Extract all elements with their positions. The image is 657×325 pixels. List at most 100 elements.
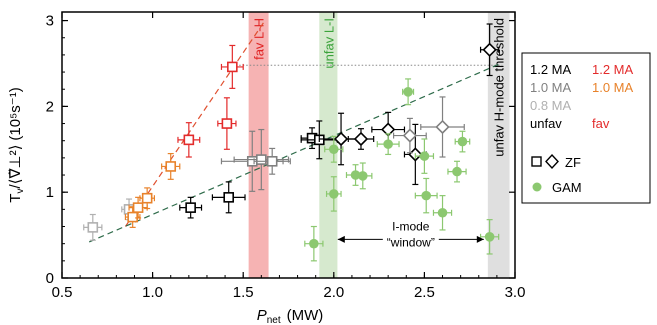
y-tick-label: 0: [46, 270, 54, 287]
data-point: [392, 117, 427, 154]
legend-zf-label: ZF: [565, 155, 581, 170]
x-tick-label: 1.0: [142, 284, 163, 301]
y-tick-label: 1: [46, 184, 54, 201]
diamond-marker: [482, 42, 497, 57]
data-point: [414, 177, 438, 214]
x-tick-label: 1.5: [233, 284, 254, 301]
square-marker: [256, 154, 267, 165]
legend-entry: 0.8 MA: [530, 98, 572, 113]
circle-marker: [421, 190, 432, 201]
legend-entry: 1.2 MA: [592, 62, 634, 77]
data-point: [420, 96, 465, 158]
circle-marker: [329, 144, 339, 155]
x-tick-label: 2.0: [323, 284, 344, 301]
legend-entry: 1.2 MA: [530, 62, 572, 77]
circle-marker: [357, 171, 368, 181]
circle-marker: [452, 166, 462, 177]
data-point: [454, 130, 471, 153]
legend-zf-diamond: [545, 153, 559, 170]
y-axis-label-den: /⟨∇̃⊥²⟩: [7, 145, 24, 189]
band-2: [487, 12, 510, 278]
square-marker: [227, 61, 238, 73]
circle-marker: [419, 151, 430, 161]
square-marker: [266, 156, 278, 167]
diamond-marker: [435, 119, 450, 135]
data-point: [479, 219, 500, 255]
data-point: [347, 128, 375, 150]
axes-layer: 0.5 1.0 1.5 2.0 2.5 3.0 0 1 2 3: [46, 12, 526, 301]
data-point: [414, 138, 435, 174]
circle-marker: [437, 207, 448, 218]
y-axis-label-main: T: [7, 194, 24, 203]
data-point: [161, 152, 181, 180]
data-point: [324, 135, 344, 163]
y-axis-label-sub: v: [15, 189, 26, 194]
square-marker: [87, 222, 99, 233]
square-marker: [223, 192, 235, 203]
x-axis-label: Pnet (MW): [257, 307, 324, 325]
fit-line-unfav: [88, 62, 501, 243]
fit-line-fav: [124, 20, 266, 227]
legend-entry: 1.0 MA: [592, 80, 634, 95]
data-point: [217, 97, 237, 150]
data-point: [177, 122, 201, 158]
y-axis-label-unit: (10⁵s⁻¹): [7, 87, 24, 140]
legend-zf-square: [531, 156, 542, 167]
reference-lines: [88, 20, 503, 243]
data-point: [432, 195, 453, 231]
square-marker: [141, 192, 153, 204]
data-point: [376, 133, 400, 156]
annotation-layer: I-mode “window”: [337, 219, 484, 249]
annotation-title: I-mode: [392, 219, 430, 233]
data-point: [304, 225, 324, 262]
band-0: [248, 12, 269, 278]
square-marker: [221, 118, 233, 129]
data-point: [447, 160, 467, 183]
annotation-arrowhead-right: [476, 235, 484, 243]
legend-entry: unfav: [530, 116, 562, 131]
data-point: [83, 213, 103, 241]
data-point: [139, 187, 156, 210]
data-point: [128, 196, 148, 219]
diamond-marker: [353, 131, 369, 147]
square-marker: [132, 202, 144, 213]
x-axis-label-sub: net: [267, 315, 281, 325]
y-tick-label: 2: [46, 98, 54, 115]
square-marker: [165, 161, 177, 172]
circle-marker: [403, 87, 413, 97]
square-marker: [185, 202, 196, 213]
square-marker: [183, 134, 195, 146]
legend-frame: [521, 52, 651, 204]
y-tick-label: 3: [46, 13, 54, 30]
data-point: [325, 176, 342, 212]
x-tick-label: 2.5: [414, 284, 435, 301]
circle-marker: [383, 139, 393, 149]
x-axis-label-unit: (MW): [287, 307, 324, 324]
data-point: [124, 206, 141, 228]
x-tick-label: 0.5: [52, 284, 73, 301]
data-point: [211, 181, 246, 214]
band-label-1: unfav L-I: [321, 18, 336, 69]
bands-layer: fav L-H unfav L-I unfav H-mode threshold: [248, 12, 510, 278]
data-point: [318, 112, 364, 166]
legend-gam-label: GAM: [552, 180, 582, 195]
plot-frame: [61, 11, 516, 279]
annotation-arrowhead-left: [337, 235, 345, 243]
band-label-0: fav L-H: [252, 18, 267, 60]
legend-gam-marker: [532, 182, 542, 192]
marks-layer: [83, 23, 500, 262]
circle-marker: [457, 136, 468, 147]
annotation-subtitle: “window”: [387, 235, 435, 249]
data-point: [479, 23, 500, 77]
y-axis-label: Tv/⟨∇̃⊥²⟩ (10⁵s⁻¹): [7, 87, 26, 202]
x-axis-label-main: P: [257, 307, 267, 324]
legend-rows: 1.2 MA 1.2 MA 1.0 MA 1.0 MA 0.8 MA unfav fav: [530, 62, 634, 131]
diamond-marker: [333, 131, 349, 147]
diamond-marker: [402, 128, 418, 143]
data-point: [402, 78, 415, 106]
data-point: [353, 162, 373, 190]
x-tick-label: 3.0: [505, 284, 526, 301]
data-point: [253, 147, 291, 175]
data-point: [233, 128, 290, 191]
